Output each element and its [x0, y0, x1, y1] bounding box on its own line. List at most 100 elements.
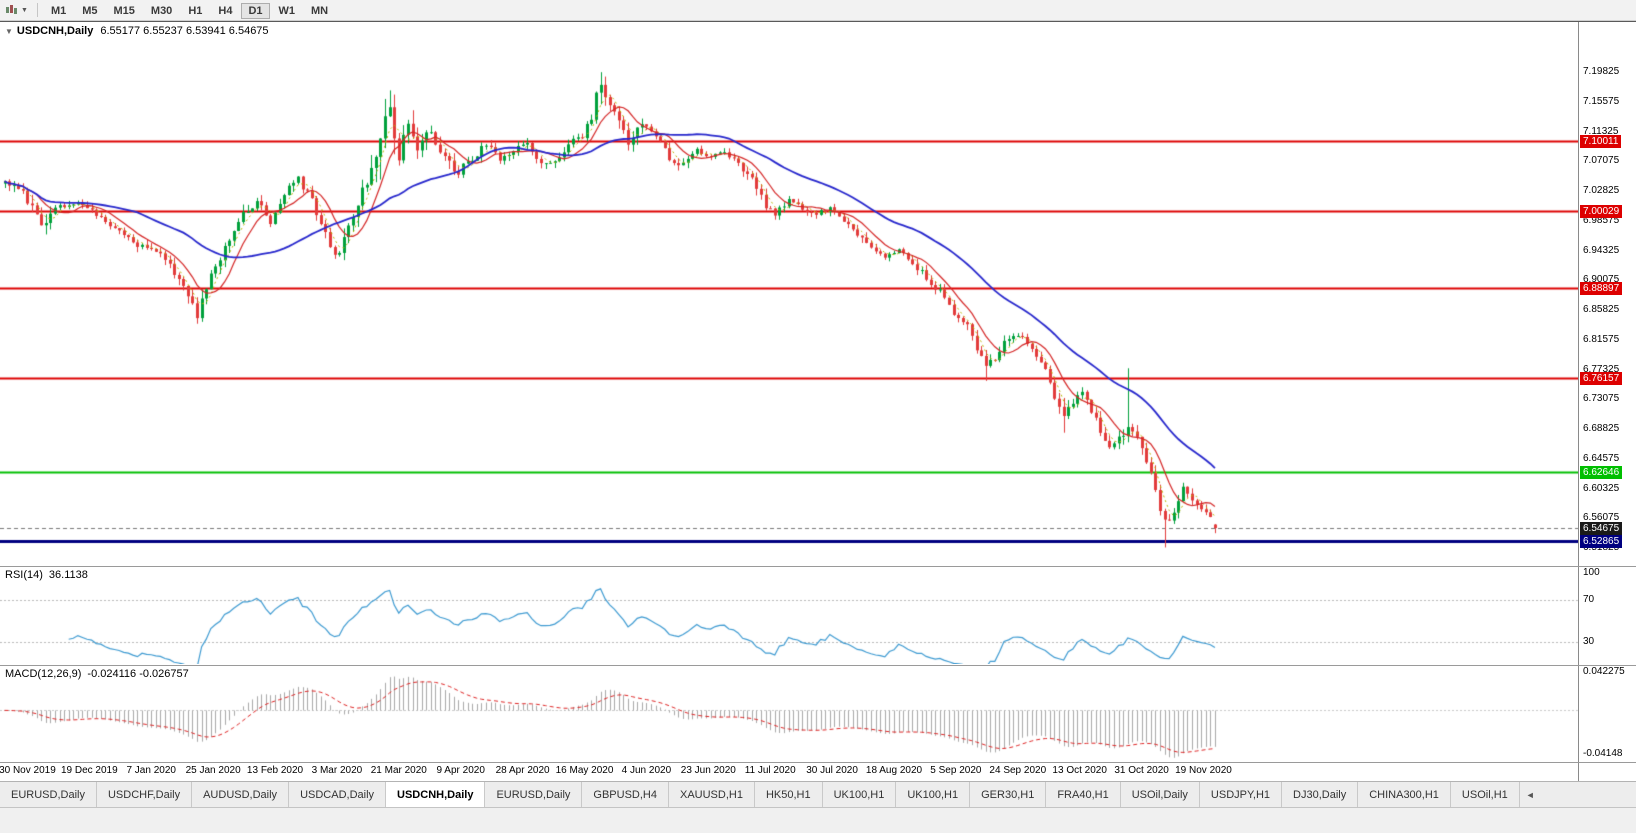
chart-tab-china300-h1[interactable]: CHINA300,H1	[1358, 782, 1451, 807]
macd-tick-label: -0.04148	[1583, 748, 1623, 759]
date-tick-label: 5 Sep 2020	[930, 765, 982, 776]
price-tick-label: 6.64575	[1583, 452, 1620, 464]
date-tick-label: 3 Mar 2020	[311, 765, 363, 776]
timeframe-button-d1[interactable]: D1	[241, 3, 270, 19]
chart-tab-usdchf-daily[interactable]: USDCHF,Daily	[96, 782, 193, 807]
macd-current-values: -0.024116 -0.026757	[87, 668, 189, 680]
timeframe-button-m1[interactable]: M1	[44, 3, 73, 19]
macd-chart-canvas[interactable]	[0, 666, 1578, 761]
price-tick-label: 6.90075	[1583, 274, 1620, 286]
chart-tab-usdcad-daily[interactable]: USDCAD,Daily	[289, 782, 387, 807]
rsi-current-value: 36.1138	[48, 569, 88, 581]
price-plot: ▼ USDCNH,Daily 6.55177 6.55237 6.53941 6.5…	[0, 22, 1578, 566]
chart-tab-dj30-daily[interactable]: DJ30,Daily	[1282, 782, 1359, 807]
date-tick-label: 19 Nov 2020	[1175, 765, 1232, 776]
price-line-label: 6.88897	[1580, 282, 1623, 296]
chart-tab-uk100-h1[interactable]: UK100,H1	[896, 782, 971, 807]
price-line-label: 6.54675	[1580, 522, 1623, 536]
rsi-axis[interactable]: 100 70 30	[1578, 567, 1636, 665]
timeframe-button-m15[interactable]: M15	[107, 3, 142, 19]
date-tick-label: 25 Jan 2020	[185, 765, 241, 776]
price-line-label: 6.76157	[1580, 371, 1623, 385]
date-tick-label: 31 Oct 2020	[1114, 765, 1169, 776]
chart-tab-ger30-h1[interactable]: GER30,H1	[970, 782, 1047, 807]
date-tick-label: 23 Jun 2020	[680, 765, 736, 776]
date-tick-label: 13 Feb 2020	[246, 765, 304, 776]
rsi-tick-label: 70	[1583, 594, 1595, 606]
price-tick-label: 6.60325	[1583, 482, 1620, 494]
chart-tab-usdjpy-h1[interactable]: USDJPY,H1	[1199, 782, 1283, 807]
timeframe-button-h4[interactable]: H4	[211, 3, 239, 19]
macd-tick-label: 0.042275	[1583, 666, 1625, 677]
price-line-label: 6.52865	[1580, 534, 1623, 548]
chart-tab-bar: EURUSD,Daily USDCHF,Daily AUDUSD,Daily USDC…	[0, 781, 1636, 807]
date-tick-label: 30 Nov 2019	[0, 765, 56, 776]
chart-tab-usoil-daily[interactable]: USOil,Daily	[1120, 782, 1200, 807]
price-tick-label: 6.56075	[1583, 512, 1620, 524]
date-tick-label: 19 Dec 2019	[60, 765, 118, 776]
chart-tab-uk100-h1[interactable]: UK100,H1	[822, 782, 897, 807]
macd-axis[interactable]: 0.042275 -0.04148	[1578, 666, 1636, 762]
date-tick-label: 16 May 2020	[555, 765, 614, 776]
timeframe-toolbar: ▼ M1 M5 M15 M30 H1 H4 D1 W1 MN	[0, 0, 1636, 21]
time-axis[interactable]: 30 Nov 2019 19 Dec 2019 7 Jan 2020 25 Jan 2…	[0, 763, 1578, 781]
rsi-chart-canvas[interactable]	[0, 567, 1578, 664]
chart-tab-eurusd-daily[interactable]: EURUSD,Daily	[0, 782, 97, 807]
date-tick-label: 4 Jun 2020	[621, 765, 672, 776]
date-tick-label: 24 Sep 2020	[989, 765, 1047, 776]
rsi-label: RSI(14) 36.1138	[5, 569, 88, 581]
timeframe-button-m30[interactable]: M30	[144, 3, 179, 19]
date-tick-label: 9 Apr 2020	[436, 765, 485, 776]
price-tick-label: 7.02825	[1583, 185, 1620, 196]
rsi-tick-label: 30	[1583, 635, 1595, 647]
price-tick-label: 6.77325	[1583, 363, 1620, 375]
price-tick-label: 7.19825	[1583, 66, 1620, 77]
timeframe-button-w1[interactable]: W1	[272, 3, 303, 19]
chart-tab-audusd-daily[interactable]: AUDUSD,Daily	[192, 782, 290, 807]
chart-tab-usoil-h1[interactable]: USOil,H1	[1450, 782, 1520, 807]
price-tick-label: 7.11325	[1583, 125, 1619, 137]
date-tick-label: 28 Apr 2020	[495, 765, 550, 776]
time-axis-corner	[1578, 763, 1636, 781]
chart-tab-usdcnh-daily[interactable]: USDCNH,Daily	[386, 782, 486, 807]
price-line-label: 6.62646	[1580, 466, 1623, 480]
dropdown-caret-icon[interactable]: ▼	[21, 6, 28, 14]
price-line-label: 7.10011	[1580, 134, 1622, 148]
chart-tab-hk50-h1[interactable]: HK50,H1	[754, 782, 823, 807]
price-tick-label: 7.15575	[1583, 95, 1620, 107]
tab-scroll-left-icon[interactable]: ◄	[1525, 789, 1535, 800]
macd-indicator-name: MACD(12,26,9)	[5, 668, 82, 680]
rsi-plot: RSI(14) 36.1138	[0, 567, 1578, 665]
chart-tab-xauusd-h1[interactable]: XAUUSD,H1	[668, 782, 755, 807]
price-tick-label: 6.73075	[1583, 393, 1620, 405]
price-tick-label: 6.94325	[1583, 244, 1620, 256]
timeframe-button-h1[interactable]: H1	[181, 3, 209, 19]
rsi-indicator-name: RSI(14)	[5, 569, 43, 581]
date-tick-label: 11 Jul 2020	[744, 765, 796, 776]
date-tick-label: 7 Jan 2020	[126, 765, 176, 776]
price-tick-label: 6.85825	[1583, 304, 1620, 315]
timeframe-button-mn[interactable]: MN	[304, 3, 335, 19]
timeframe-button-m5[interactable]: M5	[75, 3, 104, 19]
date-tick-label: 30 Jul 2020	[806, 765, 858, 776]
time-axis-row: 30 Nov 2019 19 Dec 2019 7 Jan 2020 25 Jan 2…	[0, 762, 1636, 781]
toolbar-separator	[36, 3, 38, 17]
price-tick-label: 6.98575	[1583, 214, 1620, 226]
date-tick-label: 18 Aug 2020	[865, 765, 923, 776]
price-tick-label: 7.07075	[1583, 155, 1620, 167]
chart-type-icon[interactable]	[3, 4, 20, 16]
candlestick-chart-glyph	[6, 5, 17, 14]
price-tick-label: 6.68825	[1583, 423, 1620, 434]
price-chart-canvas[interactable]	[0, 22, 1578, 565]
price-line-label: 7.00029	[1580, 204, 1623, 218]
status-bar	[0, 807, 1636, 833]
chart-tab-gbpusd-h4[interactable]: GBPUSD,H4	[582, 782, 669, 807]
chart-symbol-label: USDCNH,Daily	[16, 25, 94, 37]
price-axis[interactable]: 7.19825 7.15575 7.11325 7.07075 7.02825 6.985…	[1578, 22, 1636, 566]
price-tick-label: 6.81575	[1583, 333, 1620, 345]
chart-tab-fra40-h1[interactable]: FRA40,H1	[1046, 782, 1121, 807]
chart-tab-eurusd-daily[interactable]: EURUSD,Daily	[485, 782, 583, 807]
chart-expander-icon[interactable]: ▼	[5, 27, 13, 36]
macd-plot: MACD(12,26,9) -0.024116 -0.026757	[0, 666, 1578, 762]
price-panel: ▼ USDCNH,Daily 6.55177 6.55237 6.53941 6.5…	[0, 21, 1636, 566]
